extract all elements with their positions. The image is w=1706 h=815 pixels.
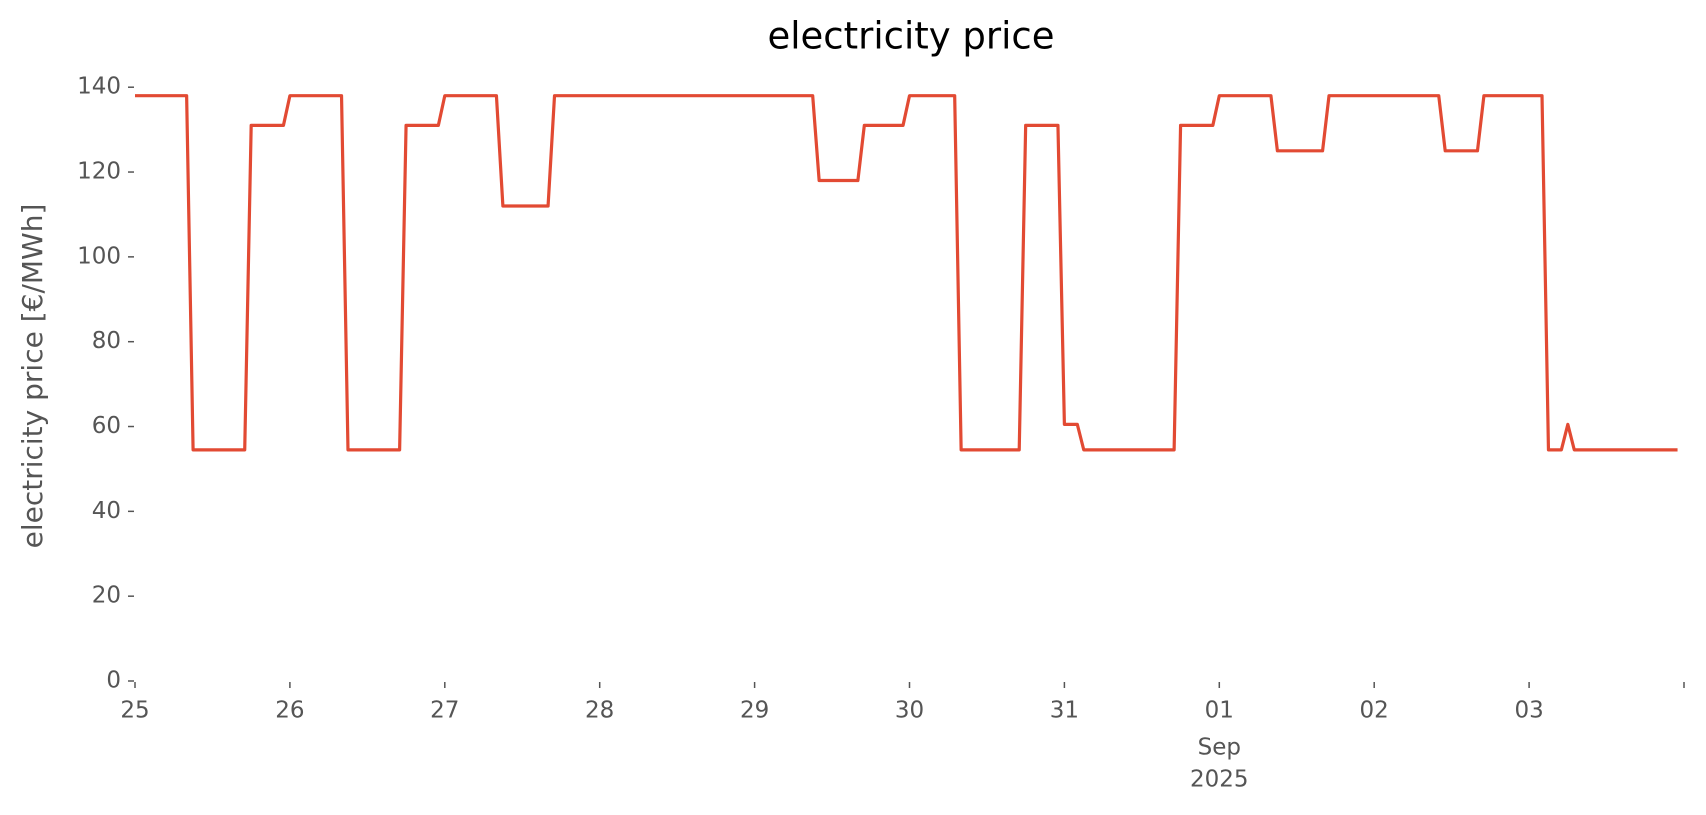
price-line (135, 94, 1678, 452)
x-tick-label: 29 (740, 698, 769, 724)
y-tick-label: 60 (92, 413, 121, 439)
x-tick-label: 28 (585, 698, 614, 724)
y-tick-label: 120 (77, 159, 121, 185)
x-tick-label: 03 (1514, 698, 1543, 724)
y-axis-label: electricity price [€/MWh] (16, 204, 49, 549)
x-tick-label: 26 (275, 698, 304, 724)
x-offset-label: Sep (1198, 735, 1241, 761)
x-offset-label: 2025 (1190, 767, 1249, 793)
y-tick-label: 100 (77, 243, 121, 269)
y-tick-label: 80 (92, 328, 121, 354)
x-tick-label: 30 (895, 698, 924, 724)
y-tick-label: 40 (92, 498, 121, 524)
y-tick-label: 20 (92, 583, 121, 609)
chart-title: electricity price (767, 15, 1054, 58)
x-tick-label: 01 (1205, 698, 1234, 724)
x-tick-label: 02 (1360, 698, 1389, 724)
y-tick-label: 0 (106, 668, 121, 694)
x-tick-label: 31 (1050, 698, 1079, 724)
y-tick-label: 140 (77, 74, 121, 100)
x-tick-label: 27 (430, 698, 459, 724)
x-tick-label: 25 (120, 698, 149, 724)
